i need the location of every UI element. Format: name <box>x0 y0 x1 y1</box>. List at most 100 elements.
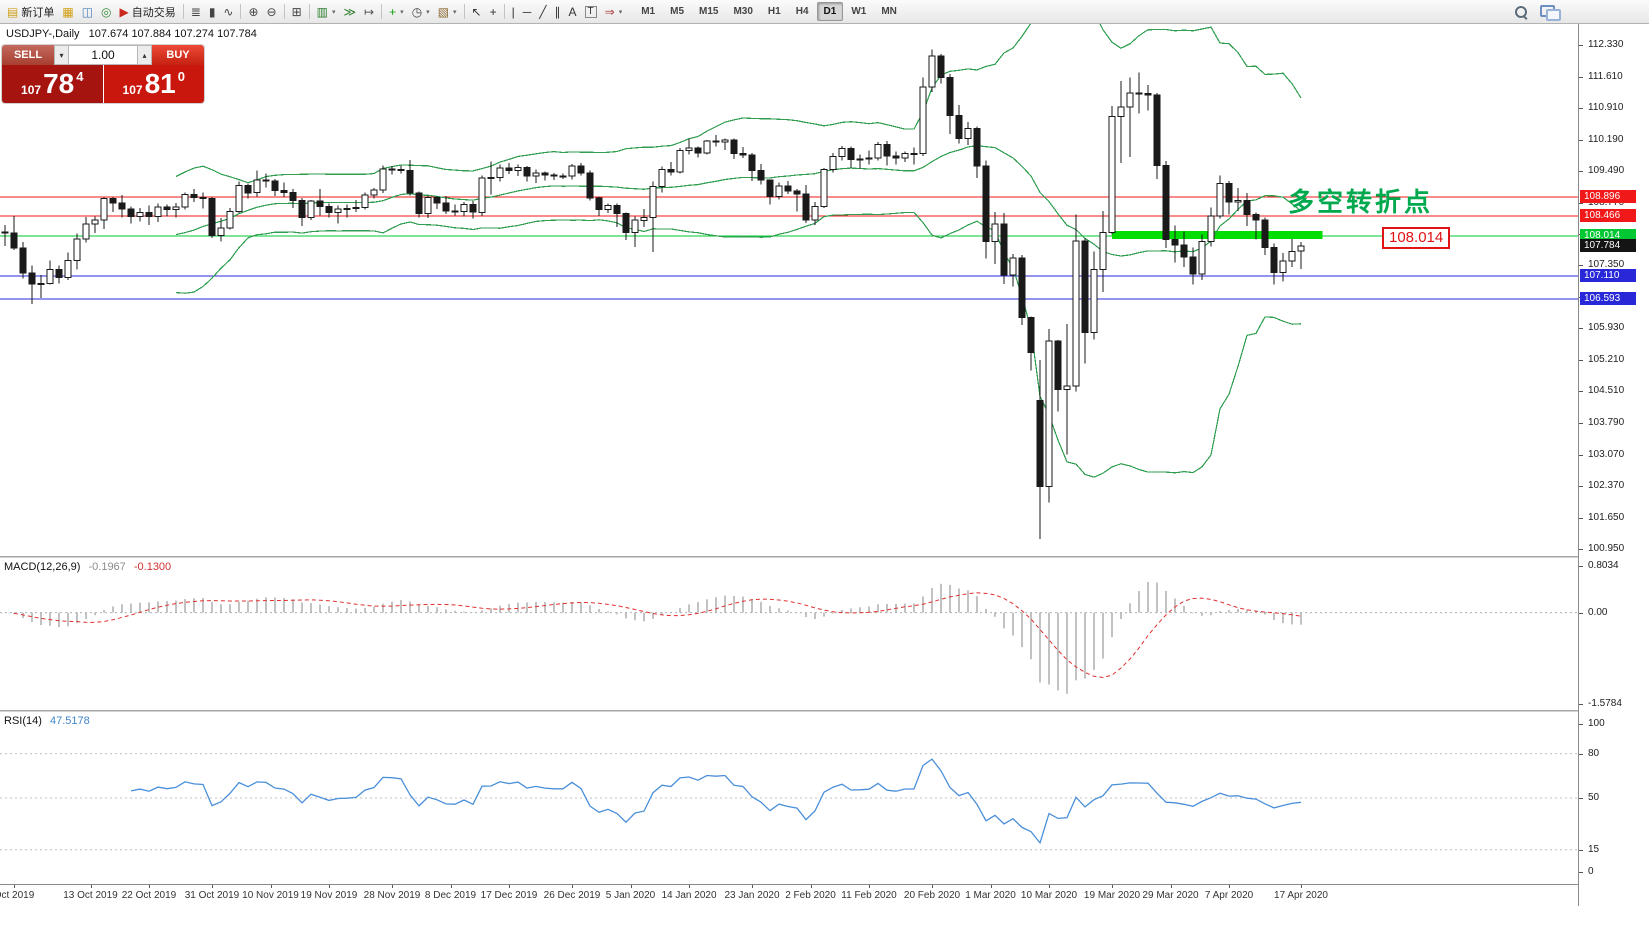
axis-tick-mark <box>1579 455 1583 457</box>
pane-separator[interactable] <box>0 556 1649 558</box>
sell-price-button[interactable]: 107 78 4 <box>2 65 104 103</box>
horizontal-line-icon[interactable]: ─ <box>519 2 536 22</box>
date-tick-mark <box>810 885 812 888</box>
price-tick-label: 105.930 <box>1588 322 1625 334</box>
time-axis-separator <box>0 884 1649 885</box>
timeframe-w1[interactable]: W1 <box>851 6 867 17</box>
channel-icon[interactable]: ∥ <box>551 2 565 22</box>
price-tick-label: 103.790 <box>1588 417 1625 429</box>
date-label: 2 Feb 2020 <box>785 890 836 901</box>
axis-tick-mark <box>1579 360 1583 362</box>
date-label: 7 Apr 2020 <box>1204 890 1254 901</box>
sell-button[interactable]: SELL <box>2 45 54 65</box>
crosshair-icon[interactable]: + <box>486 2 501 22</box>
rsi-value: 47.5178 <box>49 715 90 727</box>
price-tick-label: 111.610 <box>1588 70 1623 82</box>
autotrading-button-glyph: ▶ <box>119 4 129 19</box>
line-chart-icon[interactable]: ∿ <box>219 2 237 22</box>
arrows-icon[interactable]: ⇒ ▾ <box>601 2 627 22</box>
lot-increase-button[interactable]: ▴ <box>137 45 152 65</box>
price-tick-label: 105.210 <box>1588 354 1625 366</box>
date-label: 5 Jan 2020 <box>605 890 656 901</box>
bar-chart-icon-glyph: ≣ <box>190 4 201 19</box>
date-label: 19 Nov 2019 <box>300 890 358 901</box>
main-chart-canvas[interactable] <box>0 24 1578 556</box>
trendline-icon-glyph: ╱ <box>539 4 547 19</box>
date-tick-mark <box>572 885 573 888</box>
axis-tick-mark <box>1579 265 1583 267</box>
date-label: 23 Jan 2020 <box>724 890 780 901</box>
date-tick-mark <box>392 885 393 888</box>
price-axis[interactable]: 112.330111.610110.910110.190109.490108.7… <box>1579 24 1649 906</box>
indicators-icon[interactable]: + ▾ <box>385 2 408 22</box>
timeframe-mn[interactable]: MN <box>881 6 897 17</box>
timeframe-h4[interactable]: H4 <box>795 6 809 17</box>
autotrading-button[interactable]: ▶ 自动交易 <box>116 2 180 22</box>
data-window-icon[interactable]: ◫ <box>78 2 97 22</box>
buy-button[interactable]: BUY <box>152 45 204 65</box>
date-label: 1 Mar 2020 <box>965 890 1016 901</box>
sell-price-prefix: 107 <box>21 83 42 97</box>
text-label-icon[interactable]: T <box>581 2 601 22</box>
axis-tick-mark <box>1579 139 1583 141</box>
rsi-name: RSI(14) <box>4 715 42 727</box>
axis-tick-mark <box>1579 517 1583 519</box>
text-icon-glyph: A <box>568 4 577 19</box>
timeframe-h1[interactable]: H1 <box>767 6 781 17</box>
market-watch-icon[interactable]: ▦ <box>58 2 77 22</box>
indicators-icon-caret: ▾ <box>400 8 404 16</box>
axis-tick-mark <box>1579 724 1583 725</box>
date-label: 26 Dec 2019 <box>543 890 601 901</box>
toolbar-separator <box>182 4 184 19</box>
date-label: 19 Mar 2020 <box>1083 890 1141 901</box>
date-label: 20 Feb 2020 <box>903 890 961 901</box>
zoom-in-icon-glyph: ⊕ <box>248 4 259 19</box>
lot-decrease-button[interactable]: ▾ <box>54 45 69 65</box>
auto-scroll-icon[interactable]: ≫ <box>340 2 361 22</box>
toolbar: ▤ 新订单 ▦ ◫ ◎ ▶ 自动交易 ≣ ▮ ∿ ⊕ ⊖ ⊞ ▥ ▾ ≫ ↦ + ▾ ◷ ▾ ▧ ▾ ↖ + | ─ ╱ ∥ A T ⇒ ▾ M… <box>0 0 1649 24</box>
periods-icon[interactable]: ◷ ▾ <box>408 2 434 22</box>
timeframe-m5[interactable]: M5 <box>670 6 685 17</box>
search-icon[interactable] <box>1514 5 1528 19</box>
text-icon[interactable]: A <box>565 2 581 22</box>
bar-chart-icon[interactable]: ≣ <box>187 2 205 22</box>
timeframe-d1[interactable]: D1 <box>816 2 844 21</box>
rsi-canvas[interactable] <box>0 712 1578 884</box>
timeframe-m30[interactable]: M30 <box>733 6 753 17</box>
templates-icon-caret: ▾ <box>453 8 457 16</box>
axis-tick-mark <box>1579 107 1583 109</box>
axis-tick-mark <box>1579 753 1583 755</box>
crosshair-icon-glyph: + <box>489 4 497 19</box>
buy-price-button[interactable]: 107 81 0 <box>103 65 204 103</box>
templates-icon[interactable]: ▧ ▾ <box>434 2 461 22</box>
navigator-icon[interactable]: ◎ <box>97 2 115 22</box>
axis-tick-mark <box>1579 170 1583 172</box>
toolbar-right <box>1514 4 1646 21</box>
new-chart-icon[interactable]: ▥ ▾ <box>313 2 340 22</box>
pane-separator[interactable] <box>0 710 1649 712</box>
cursor-icon[interactable]: ↖ <box>468 2 486 22</box>
price-tick-label: 102.370 <box>1588 480 1625 492</box>
axis-tick-mark <box>1579 798 1583 799</box>
timeframe-m15[interactable]: M15 <box>699 6 719 17</box>
price-tick-label: 0.00 <box>1588 606 1608 618</box>
candlestick-chart-icon[interactable]: ▮ <box>205 2 220 22</box>
tile-windows-icon[interactable]: ⊞ <box>288 2 306 22</box>
date-tick-mark <box>752 885 753 888</box>
zoom-in-icon[interactable]: ⊕ <box>244 2 262 22</box>
lot-size-input[interactable] <box>69 45 137 65</box>
vertical-line-icon[interactable]: | <box>508 2 519 22</box>
trendline-icon[interactable]: ╱ <box>535 2 550 22</box>
zoom-out-icon[interactable]: ⊖ <box>263 2 281 22</box>
toolbar-separator <box>503 4 505 19</box>
timeframe-m1[interactable]: M1 <box>641 6 656 17</box>
chart-shift-icon[interactable]: ↦ <box>360 2 378 22</box>
macd-label: MACD(12,26,9) -0.1967 -0.1300 <box>4 561 171 573</box>
price-tick-label: 112.330 <box>1588 38 1624 50</box>
chat-icon[interactable] <box>1540 4 1561 21</box>
date-label: 13 Oct 2019 <box>63 890 118 901</box>
new-order-button[interactable]: ▤ 新订单 <box>3 2 58 22</box>
new-order-button-label: 新订单 <box>21 6 55 19</box>
macd-canvas[interactable] <box>0 558 1578 710</box>
